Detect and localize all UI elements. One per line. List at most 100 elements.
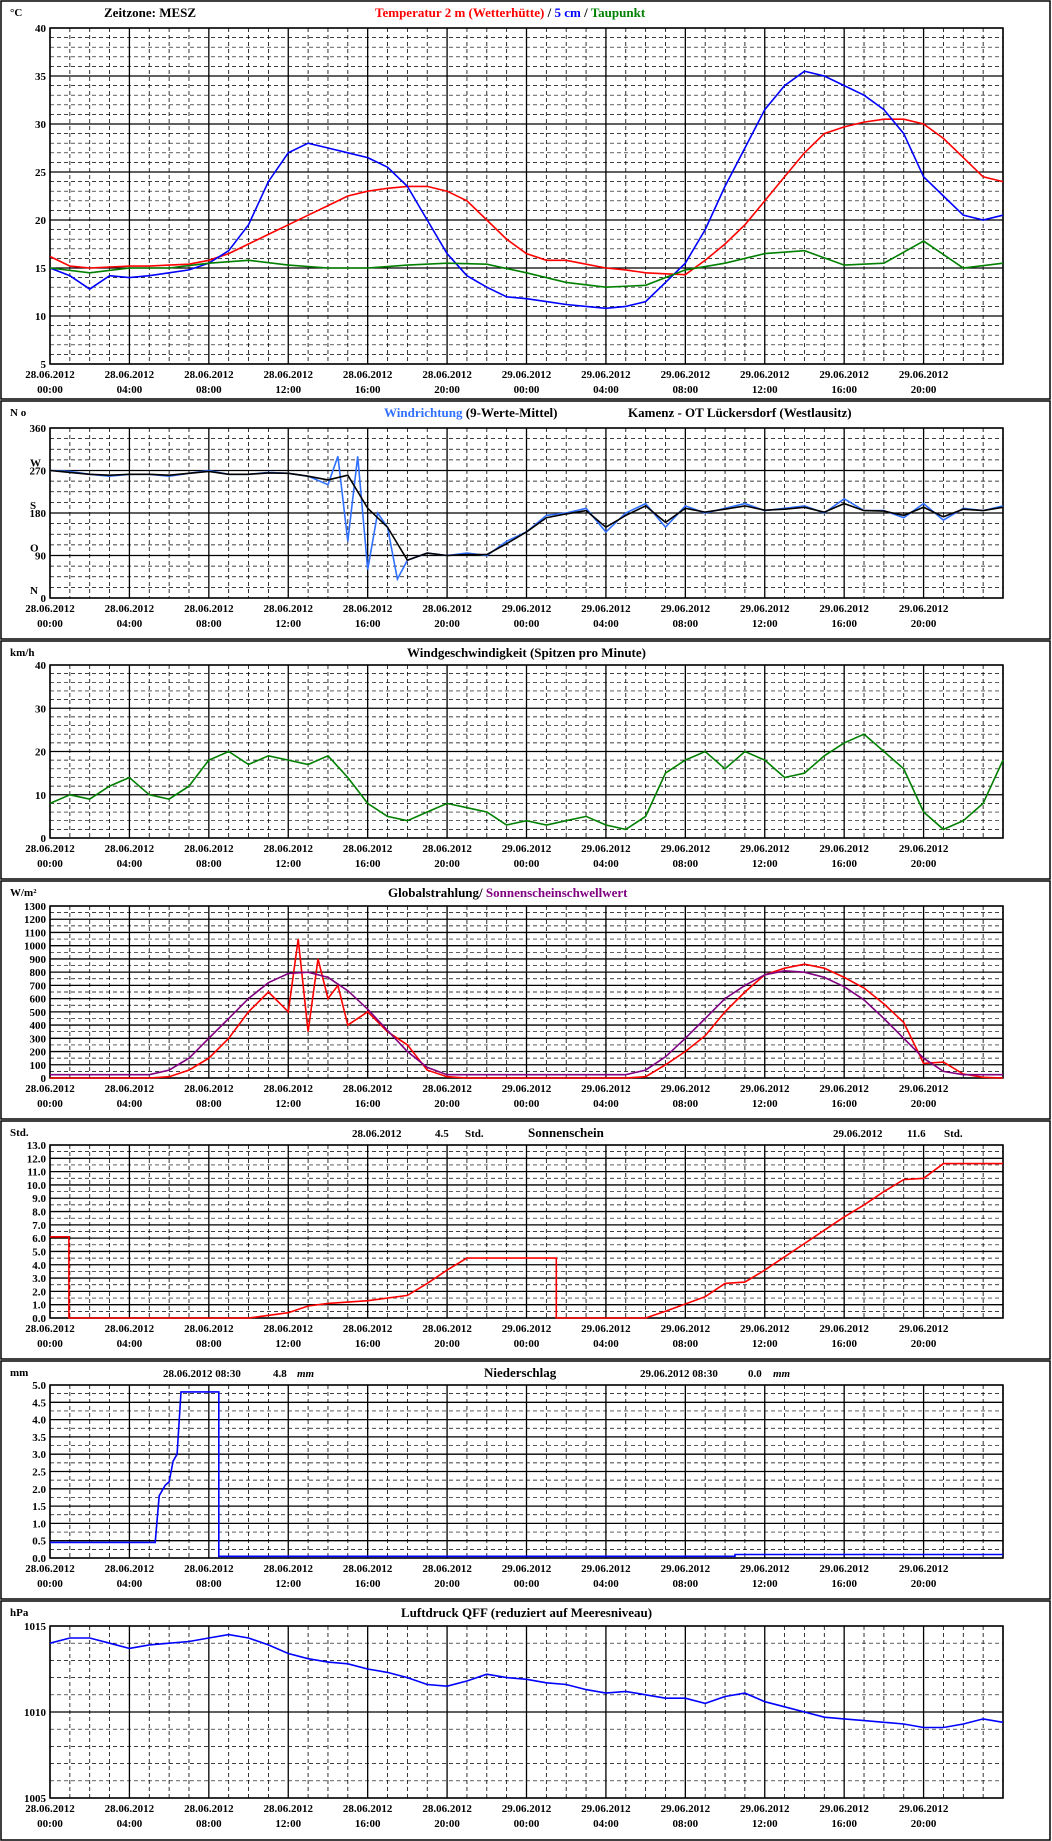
x-tick-date: 28.06.2012 [343, 369, 393, 381]
x-tick-date: 29.06.2012 [502, 1563, 552, 1575]
x-tick-date: 28.06.2012 [264, 1563, 314, 1575]
x-tick-time: 08:00 [196, 1098, 222, 1110]
x-tick-time: 00:00 [514, 618, 540, 630]
x-tick-time: 00:00 [37, 1338, 63, 1350]
x-tick-time: 20:00 [911, 618, 937, 630]
x-tick-date: 29.06.2012 [502, 603, 552, 615]
x-tick-date: 28.06.2012 [343, 1083, 393, 1095]
x-tick-date: 29.06.2012 [819, 843, 869, 855]
chart-title: Niederschlag [484, 1365, 557, 1380]
y-tick-label: 15 [35, 263, 47, 275]
x-tick-time: 20:00 [434, 1098, 460, 1110]
series-sonnenscheinschwellwert [50, 969, 1003, 1076]
x-tick-time: 04:00 [117, 1578, 143, 1590]
panel-frame [0, 1600, 1051, 1841]
x-tick-time: 08:00 [196, 1818, 222, 1830]
x-tick-time: 00:00 [514, 1338, 540, 1350]
x-tick-time: 16:00 [831, 618, 857, 630]
x-tick-time: 04:00 [117, 1338, 143, 1350]
y-tick-label: 1.0 [32, 1300, 46, 1312]
x-tick-date: 29.06.2012 [740, 369, 790, 381]
panel-precipitation: 0.0 0.5 1.0 1.5 2.0 2.5 3.0 3.5 4.0 4.5 5.0 mm 28.06… [0, 1360, 1051, 1600]
x-tick-date: 28.06.2012 [343, 1563, 393, 1575]
panel-frame [0, 0, 1051, 400]
x-tick-time: 04:00 [593, 1578, 619, 1590]
x-tick-date: 28.06.2012 [184, 1323, 234, 1335]
panel-frame [0, 1120, 1051, 1360]
y-tick-label: 11.0 [27, 1167, 46, 1179]
x-tick-time: 12:00 [275, 1578, 301, 1590]
y-tick-label: 30 [35, 703, 47, 715]
y-tick-label: 0.0 [32, 1313, 46, 1325]
x-tick-time: 08:00 [672, 1098, 698, 1110]
y-tick-label: 500 [30, 1007, 47, 1019]
x-tick-time: 20:00 [434, 1578, 460, 1590]
x-tick-date: 29.06.2012 [661, 1563, 711, 1575]
x-tick-time: 00:00 [37, 858, 63, 870]
x-tick-time: 04:00 [117, 384, 143, 396]
y-tick-label: 200 [30, 1047, 47, 1059]
y-tick-label: 8.0 [32, 1207, 46, 1219]
y-tick-label: 400 [30, 1020, 47, 1032]
chart-title: Windgeschwindigkeit (Spitzen pro Minute) [407, 645, 646, 660]
x-tick-date: 29.06.2012 [581, 1323, 631, 1335]
x-tick-date: 29.06.2012 [899, 1083, 949, 1095]
compass-label: S [30, 500, 36, 512]
x-tick-date: 28.06.2012 [25, 1803, 75, 1815]
plot-area [49, 1625, 1004, 1799]
x-tick-time: 12:00 [275, 1818, 301, 1830]
x-tick-date: 29.06.2012 [899, 603, 949, 615]
x-tick-date: 29.06.2012 [661, 1803, 711, 1815]
series-windgeschwindigkeit [49, 733, 1004, 831]
y-tick-label: 1005 [24, 1793, 47, 1805]
x-tick-date: 28.06.2012 [264, 843, 314, 855]
x-tick-date: 29.06.2012 [819, 1323, 869, 1335]
x-tick-time: 04:00 [117, 858, 143, 870]
x-tick-date: 29.06.2012 [819, 1803, 869, 1815]
x-tick-date: 29.06.2012 [661, 1083, 711, 1095]
x-tick-date: 29.06.2012 [740, 603, 790, 615]
y-tick-label: 300 [30, 1033, 47, 1045]
x-tick-date: 28.06.2012 [25, 603, 75, 615]
y-tick-label: 2.5 [32, 1467, 46, 1479]
y-tick-label: 13.0 [27, 1140, 47, 1152]
y-tick-label: 10 [35, 311, 47, 323]
x-tick-date: 28.06.2012 [105, 1323, 155, 1335]
x-tick-time: 16:00 [831, 858, 857, 870]
x-tick-time: 08:00 [672, 858, 698, 870]
x-tick-time: 16:00 [355, 1818, 381, 1830]
y-tick-label: 5 [41, 359, 47, 371]
x-tick-time: 12:00 [275, 618, 301, 630]
x-tick-date: 28.06.2012 [343, 1803, 393, 1815]
x-tick-time: 00:00 [37, 1098, 63, 1110]
x-tick-time: 00:00 [37, 384, 63, 396]
x-tick-time: 00:00 [37, 1578, 63, 1590]
x-tick-date: 28.06.2012 [25, 369, 75, 381]
x-tick-date: 29.06.2012 [740, 1563, 790, 1575]
x-tick-date: 28.06.2012 [422, 1563, 472, 1575]
x-tick-date: 29.06.2012 [661, 369, 711, 381]
total-unit: Std. [944, 1128, 963, 1140]
panel-frame [0, 1360, 1051, 1600]
y-tick-label: 360 [30, 423, 47, 435]
x-tick-time: 16:00 [355, 1578, 381, 1590]
x-tick-time: 12:00 [275, 384, 301, 396]
x-tick-time: 20:00 [434, 1818, 460, 1830]
x-tick-time: 12:00 [275, 1098, 301, 1110]
series-9-werte-mittel [49, 469, 1004, 562]
y-unit-label: km/h [10, 647, 34, 659]
x-tick-time: 08:00 [196, 618, 222, 630]
station-label: Kamenz - OT Lückersdorf (Westlausitz) [628, 405, 852, 420]
x-tick-time: 08:00 [672, 1818, 698, 1830]
x-tick-time: 08:00 [196, 858, 222, 870]
x-tick-date: 29.06.2012 [740, 1083, 790, 1095]
total-value: 0.0 [748, 1368, 762, 1380]
y-unit-label: °C [10, 7, 22, 19]
x-tick-time: 04:00 [117, 1098, 143, 1110]
x-tick-time: 08:00 [196, 384, 222, 396]
y-tick-label: 30 [35, 119, 47, 131]
x-tick-time: 00:00 [37, 1818, 63, 1830]
